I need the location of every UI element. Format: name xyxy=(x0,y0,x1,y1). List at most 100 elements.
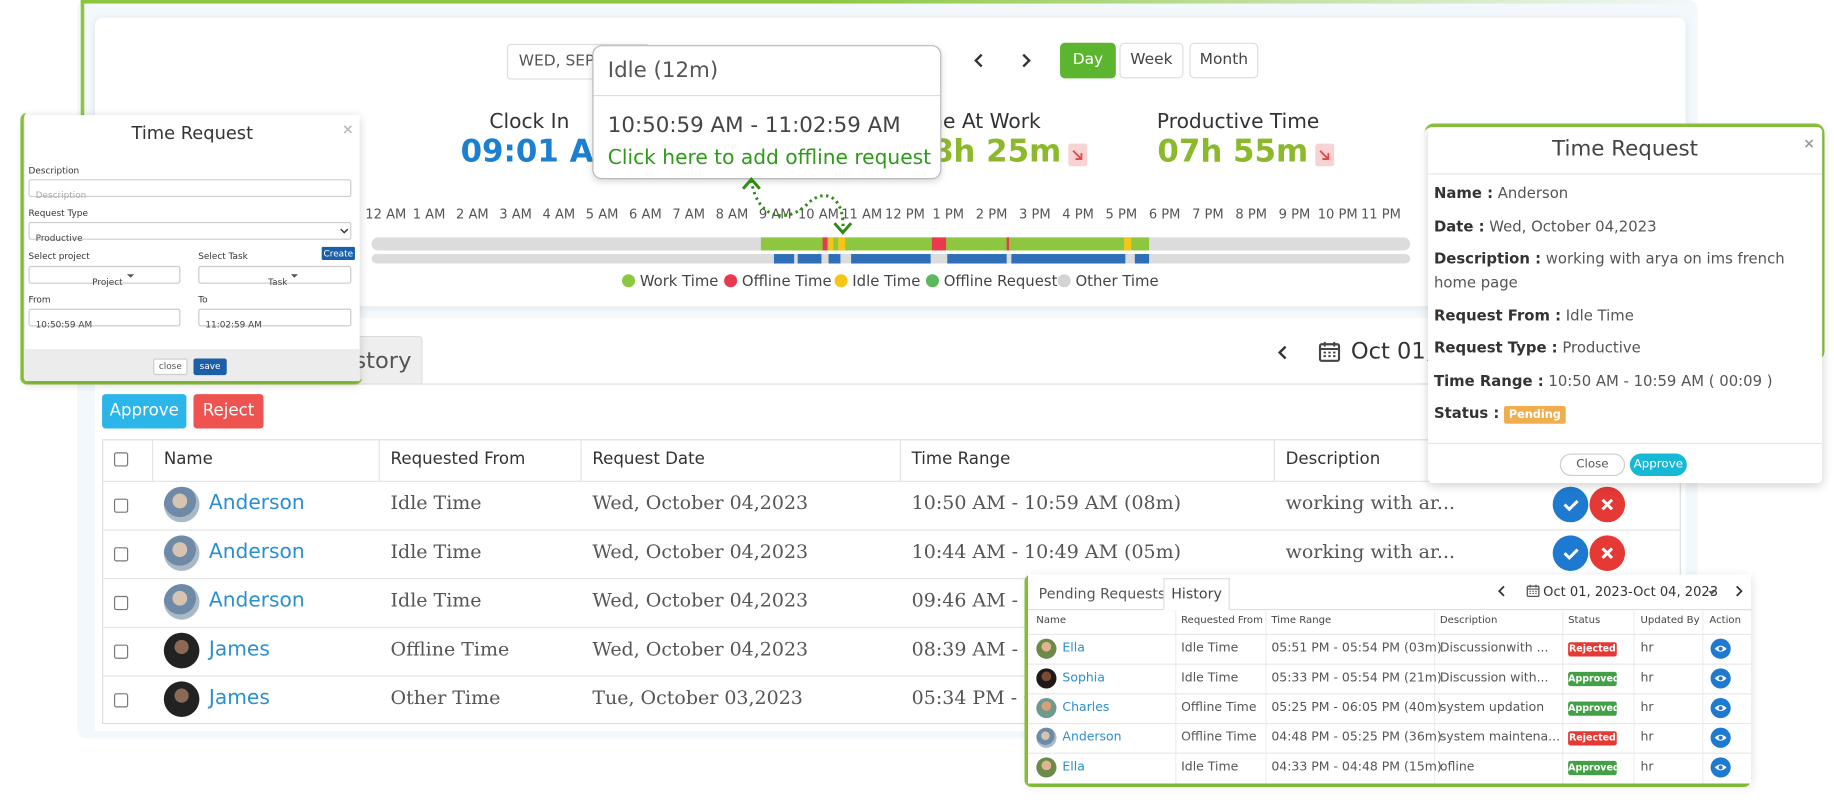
row-checkbox[interactable] xyxy=(113,693,129,708)
date-range: Oct 01, 2023-Oct 04, 2023 xyxy=(1543,584,1719,600)
requester-name[interactable]: Anderson xyxy=(208,540,305,564)
select-chevron-part xyxy=(340,228,349,234)
tooltip-range: 10:50:59 AM - 11:02:59 AM xyxy=(607,112,901,138)
view-button[interactable]: Week xyxy=(1119,42,1184,79)
status-badge: Pending xyxy=(1504,405,1566,424)
row-checkbox[interactable] xyxy=(113,595,129,611)
approve-button[interactable]: Approve xyxy=(102,394,187,429)
detail-field: Request From : Idle Time xyxy=(1434,303,1816,327)
prev-range[interactable] xyxy=(1275,344,1292,361)
avatar xyxy=(1036,757,1057,778)
tab-label[interactable]: Pending Requests xyxy=(1038,585,1166,602)
column-header: Requested From xyxy=(390,449,526,469)
cell: Offline Time xyxy=(1181,700,1257,715)
close-icon[interactable] xyxy=(1803,138,1815,150)
close-button[interactable]: close xyxy=(153,358,188,376)
task-dropdown[interactable]: Task xyxy=(198,265,352,287)
requester-name[interactable]: Charles xyxy=(1062,700,1110,715)
column-header: Name xyxy=(1036,614,1067,627)
row-border xyxy=(103,529,1680,531)
cell: ofline xyxy=(1439,759,1475,774)
requester-name[interactable]: Anderson xyxy=(208,491,305,516)
reject-icon[interactable] xyxy=(1589,535,1626,571)
cell: hr xyxy=(1640,759,1654,774)
cell: Wed, October 04,2023 xyxy=(592,637,809,661)
from-input[interactable]: 10:50:59 AM xyxy=(28,308,181,330)
requester-name[interactable]: James xyxy=(208,686,270,710)
next-day[interactable] xyxy=(1017,52,1034,69)
column-header: Action xyxy=(1709,614,1741,627)
dotted-arrow-part xyxy=(741,176,853,235)
view-button[interactable]: Day xyxy=(1060,42,1116,79)
requester-name[interactable]: Ella xyxy=(1062,641,1085,656)
column-border xyxy=(1175,610,1177,784)
prev-range[interactable] xyxy=(1497,585,1509,597)
active-tab[interactable]: History xyxy=(1163,578,1230,611)
cell: working with ar... xyxy=(1285,540,1456,563)
calendar-icon-part xyxy=(1526,584,1540,597)
create-button[interactable]: Create xyxy=(321,246,355,260)
timeline-segment xyxy=(1006,237,1010,251)
hour-label: 6 PM xyxy=(1148,206,1181,222)
hour-label: 7 AM xyxy=(672,206,705,222)
cell: working with ar... xyxy=(1285,491,1456,514)
hour-label: 8 AM xyxy=(715,206,749,222)
calendar-icon-part xyxy=(1527,584,1539,595)
approve-icon[interactable] xyxy=(1552,486,1589,523)
prev-day[interactable] xyxy=(971,52,988,69)
column-border xyxy=(1562,610,1564,784)
description-input[interactable]: Description xyxy=(28,179,352,201)
column-header: Updated By xyxy=(1640,614,1700,627)
timeline-segment xyxy=(1134,254,1150,264)
to-input[interactable]: 11:02:59 AM xyxy=(198,308,352,330)
field-label: Description xyxy=(28,165,80,176)
requester-name[interactable]: Anderson xyxy=(1062,730,1122,745)
header-checkbox[interactable] xyxy=(113,452,129,467)
cell: 05:25 PM - 06:05 PM (40m) xyxy=(1271,700,1442,715)
type-select[interactable]: Productive xyxy=(28,221,352,243)
requester-name[interactable]: Sophia xyxy=(1062,670,1105,685)
view-icon[interactable] xyxy=(1710,757,1731,778)
view-icon[interactable] xyxy=(1710,697,1731,719)
requester-name[interactable]: Anderson xyxy=(208,588,305,613)
cell: Other Time xyxy=(390,686,501,709)
timeline-segment xyxy=(828,254,841,264)
calendar-icon-part xyxy=(1320,341,1340,358)
cell: Discussion with... xyxy=(1439,670,1549,685)
hour-label: 1 AM xyxy=(412,206,446,222)
view-button[interactable]: Month xyxy=(1189,42,1259,79)
next-range[interactable] xyxy=(1733,585,1745,597)
row-checkbox[interactable] xyxy=(113,498,129,513)
detail-field: Time Range : 10:50 AM - 10:59 AM ( 00:09… xyxy=(1434,369,1816,393)
view-icon[interactable] xyxy=(1710,727,1731,748)
approve-button[interactable]: Approve xyxy=(1629,453,1687,477)
time-request-form: Time Request Description Description Reques… xyxy=(24,115,360,382)
cell: Offline Time xyxy=(1181,730,1257,745)
description-input-text: Description xyxy=(35,189,87,201)
cell: 04:48 PM - 05:25 PM (36m) xyxy=(1271,730,1442,745)
cell: Idle Time xyxy=(1181,670,1239,685)
requester-name[interactable]: Ella xyxy=(1062,759,1085,774)
requester-name[interactable]: James xyxy=(208,637,270,662)
hour-label: 9 AM xyxy=(758,206,792,222)
dotted-arrow-part xyxy=(749,180,845,231)
cell: hr xyxy=(1640,730,1654,745)
close-button[interactable]: Close xyxy=(1559,453,1626,477)
avatar xyxy=(163,535,200,571)
hour-label: 2 PM xyxy=(975,206,1008,222)
view-icon[interactable] xyxy=(1710,668,1731,689)
avatar xyxy=(1036,668,1057,689)
save-button[interactable]: save xyxy=(193,358,227,376)
reject-button[interactable]: Reject xyxy=(193,394,264,429)
project-dropdown[interactable]: Project xyxy=(28,265,181,287)
status-badge: Rejected xyxy=(1568,642,1617,657)
legend-dot xyxy=(1057,274,1071,288)
reject-icon[interactable] xyxy=(1589,486,1626,523)
row-border xyxy=(103,480,1680,482)
tooltip-link[interactable]: Click here to add offline request xyxy=(607,146,932,170)
close-icon[interactable] xyxy=(342,123,354,135)
approve-icon[interactable] xyxy=(1552,535,1589,571)
row-checkbox[interactable] xyxy=(113,644,129,659)
view-icon[interactable] xyxy=(1710,638,1731,659)
row-checkbox[interactable] xyxy=(113,547,129,562)
